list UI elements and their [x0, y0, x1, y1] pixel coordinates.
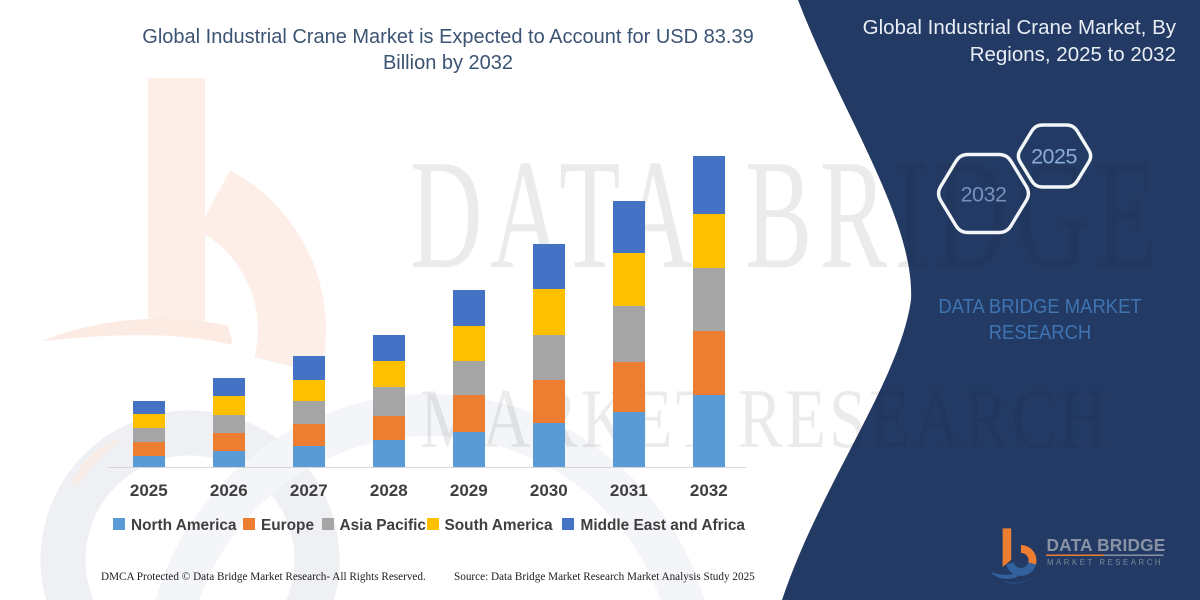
svg-text:2032: 2032	[961, 183, 1007, 207]
svg-text:DATA BRIDGE: DATA BRIDGE	[1047, 535, 1166, 555]
svg-text:2025: 2025	[1031, 145, 1077, 169]
svg-text:MARKET RESEARCH: MARKET RESEARCH	[1047, 558, 1163, 567]
